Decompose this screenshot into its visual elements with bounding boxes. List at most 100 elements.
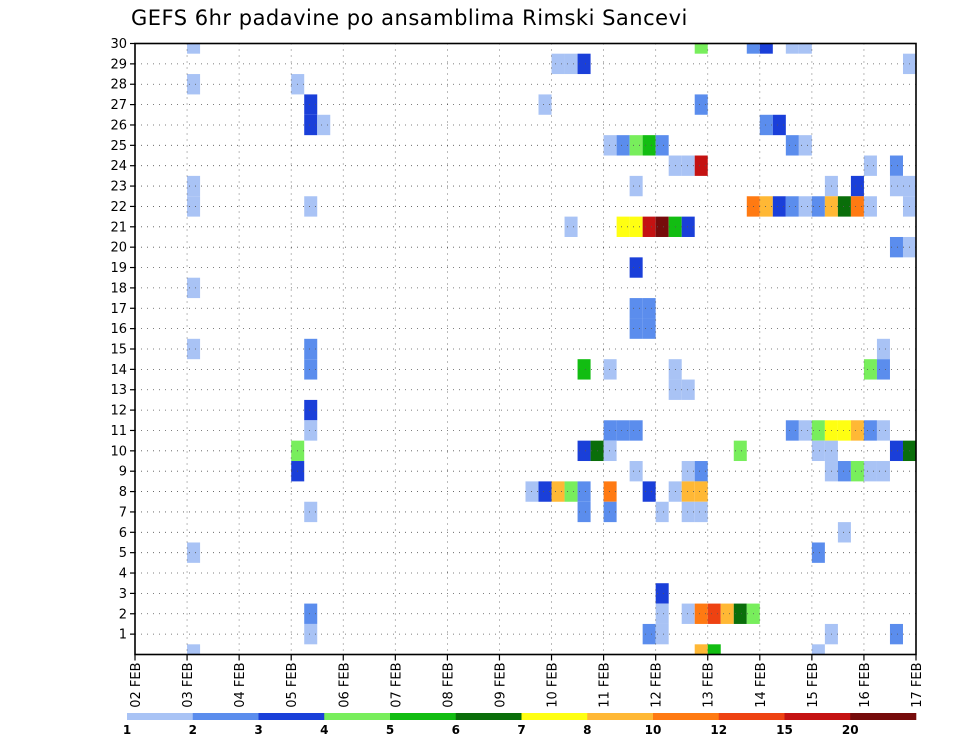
heatmap-cell	[876, 338, 890, 360]
x-tick-label: 05 FEB	[285, 663, 300, 708]
heatmap-cells	[187, 43, 916, 655]
heatmap-cell	[863, 420, 877, 441]
y-tick-label: 24	[110, 159, 127, 174]
heatmap-cell	[798, 420, 812, 441]
colorbar-label: 4	[320, 723, 328, 737]
colorbar-swatch	[455, 713, 522, 720]
colorbar-label: 1	[123, 723, 131, 737]
heatmap-cell	[681, 603, 695, 624]
colorbar-swatch	[258, 713, 325, 720]
heatmap-cell	[538, 94, 552, 115]
heatmap-cell	[811, 644, 825, 655]
heatmap-cell	[681, 481, 695, 502]
heatmap-cell	[655, 135, 669, 156]
heatmap-cell	[629, 420, 643, 441]
heatmap-cell	[629, 461, 643, 482]
colorbar-swatch	[653, 713, 720, 720]
heatmap-cell	[889, 175, 903, 197]
heatmap-cell	[629, 216, 643, 237]
heatmap-cell	[681, 216, 695, 237]
heatmap-cell	[889, 236, 903, 258]
heatmap-cell	[629, 175, 643, 197]
heatmap-cell	[720, 603, 734, 624]
x-tick-label: 08 FEB	[441, 663, 456, 708]
heatmap-cell	[603, 359, 617, 380]
heatmap-cell	[863, 359, 877, 380]
heatmap-cell	[304, 196, 318, 217]
heatmap-cell	[525, 481, 539, 502]
y-tick-label: 20	[110, 241, 127, 256]
heatmap-cell	[837, 420, 851, 441]
heatmap-cell	[577, 501, 591, 523]
heatmap-cell	[304, 338, 318, 360]
x-tick-label: 06 FEB	[337, 663, 352, 708]
heatmap-cell	[889, 155, 903, 176]
x-tick-label: 11 FEB	[598, 663, 613, 708]
colorbar-swatch	[521, 713, 588, 720]
heatmap-cell	[694, 501, 708, 523]
heatmap-cell	[733, 440, 747, 462]
heatmap-cell	[681, 461, 695, 482]
y-tick-label: 11	[110, 424, 127, 439]
heatmap-cell	[798, 196, 812, 217]
heatmap-cell	[564, 481, 578, 502]
colorbar-label: 6	[452, 723, 460, 737]
heatmap-cell	[304, 359, 318, 380]
colorbar-label: 3	[254, 723, 262, 737]
heatmap-cell	[629, 318, 643, 339]
heatmap-cell	[655, 583, 669, 604]
x-tick-label: 03 FEB	[181, 663, 196, 708]
heatmap-cell	[850, 196, 864, 217]
x-tick-label: 04 FEB	[233, 663, 248, 708]
heatmap-cell	[187, 338, 201, 360]
heatmap-cell	[642, 623, 656, 645]
heatmap-cell	[616, 216, 630, 237]
colorbar-label: 10	[645, 723, 662, 737]
heatmap-cell	[655, 603, 669, 624]
heatmap-cell	[304, 420, 318, 441]
heatmap-cell	[889, 440, 903, 462]
heatmap-cell	[694, 481, 708, 502]
colorbar-swatch	[390, 713, 457, 720]
heatmap-cell	[629, 298, 643, 319]
heatmap-cell	[733, 603, 747, 624]
heatmap-cell	[187, 74, 201, 95]
y-tick-label: 27	[110, 98, 127, 113]
x-tick-label: 09 FEB	[493, 663, 508, 708]
heatmap-cell	[889, 623, 903, 645]
heatmap-cell	[304, 623, 318, 645]
x-tick-label: 16 FEB	[858, 663, 873, 708]
heatmap-cell	[785, 135, 799, 156]
heatmap-cell	[863, 155, 877, 176]
heatmap-cell	[694, 94, 708, 115]
heatmap-cell	[603, 135, 617, 156]
x-tick-label: 13 FEB	[702, 663, 717, 708]
heatmap-cell	[876, 461, 890, 482]
colorbar-swatch	[587, 713, 654, 720]
heatmap-cell	[642, 481, 656, 502]
heatmap-cell	[603, 440, 617, 462]
heatmap-cell	[629, 135, 643, 156]
y-tick-label: 4	[119, 567, 127, 582]
heatmap-cell	[772, 114, 786, 136]
heatmap-cell	[603, 481, 617, 502]
x-tick-label: 10 FEB	[546, 663, 561, 708]
y-tick-label: 3	[119, 587, 127, 602]
colorbar-label: 5	[386, 723, 394, 737]
y-tick-label: 6	[119, 526, 127, 541]
heatmap-cell	[187, 542, 201, 563]
colorbar-label: 20	[842, 723, 859, 737]
y-tick-label: 26	[110, 118, 127, 133]
y-tick-label: 5	[119, 546, 127, 561]
heatmap-cell	[759, 196, 773, 217]
heatmap-cell	[538, 481, 552, 502]
heatmap-cell	[616, 135, 630, 156]
y-tick-label: 23	[110, 180, 127, 195]
heatmap-cell	[876, 420, 890, 441]
colorbar-label: 12	[710, 723, 727, 737]
heatmap-cell	[707, 603, 721, 624]
colorbar-swatch	[324, 713, 391, 720]
y-tick-label: 21	[110, 220, 127, 235]
heatmap-cell	[629, 257, 643, 278]
